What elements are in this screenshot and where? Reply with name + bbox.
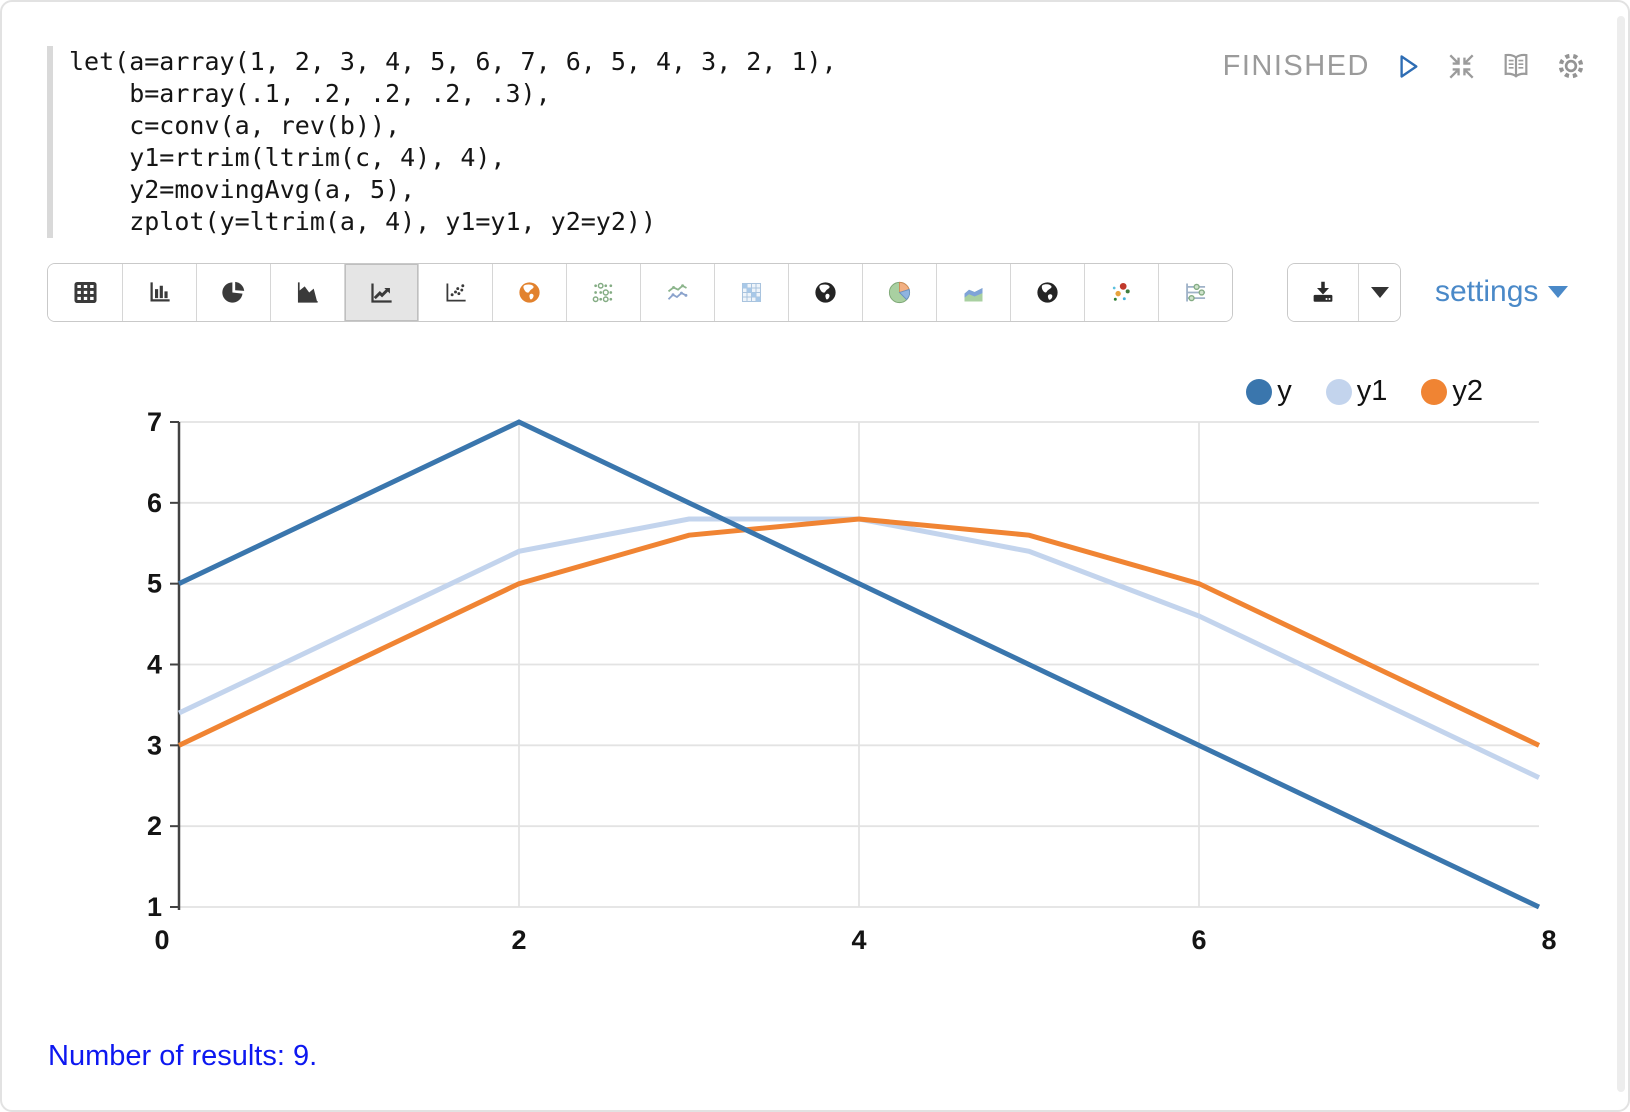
settings-gear-button[interactable] xyxy=(1554,49,1588,83)
open-book-icon xyxy=(1504,53,1528,78)
matrix-icon xyxy=(741,282,762,303)
legend-marker-y1 xyxy=(1325,378,1352,405)
bubble-scatter-button[interactable] xyxy=(1084,264,1158,321)
globe-orange-icon xyxy=(519,282,540,303)
vertical-scrollbar[interactable] xyxy=(1617,16,1625,1092)
svg-text:2: 2 xyxy=(147,811,162,841)
download-button[interactable] xyxy=(1288,264,1359,321)
line-chart-plot: 1 2 3 4 5 6 7 0 2 4 6 8 xyxy=(147,407,1557,955)
docs-button[interactable] xyxy=(1499,49,1533,83)
settings-label: settings xyxy=(1435,274,1539,308)
svg-text:1: 1 xyxy=(147,892,162,922)
table-icon xyxy=(73,282,97,303)
world-globe-icon xyxy=(1037,282,1058,303)
correlation-matrix-button[interactable] xyxy=(714,264,788,321)
legend-item-y[interactable]: y xyxy=(1246,375,1292,408)
svg-text:5: 5 xyxy=(147,569,162,599)
bubble-scatter-icon xyxy=(1112,282,1130,301)
collapse-arrows-icon xyxy=(1449,53,1474,79)
caret-down-icon xyxy=(1370,287,1389,298)
geo-map-orange-button[interactable] xyxy=(492,264,566,321)
code-text[interactable]: let(a=array(1, 2, 3, 4, 5, 6, 7, 6, 5, 4… xyxy=(69,47,837,236)
status-badge: FINISHED xyxy=(1222,49,1370,82)
bar-chart-icon xyxy=(150,282,170,302)
globe-dark-icon xyxy=(815,282,836,303)
svg-text:4: 4 xyxy=(147,650,162,680)
svg-text:2: 2 xyxy=(511,925,526,955)
play-icon xyxy=(1400,54,1418,78)
line-chart-icon xyxy=(371,283,392,303)
pie-chart-button[interactable] xyxy=(196,264,270,321)
legend-marker-y2 xyxy=(1421,378,1448,405)
world-map-button[interactable] xyxy=(1010,264,1084,321)
colored-pie-icon xyxy=(888,281,911,304)
status-row: FINISHED xyxy=(1223,46,1588,86)
stacked-area-button[interactable] xyxy=(936,264,1010,321)
settings-dropdown[interactable]: settings xyxy=(1435,263,1569,320)
run-button[interactable] xyxy=(1391,50,1424,83)
download-split-button xyxy=(1287,263,1401,322)
chart-type-toolbar xyxy=(47,263,1233,322)
code-gutter-bar xyxy=(47,46,53,238)
legend-label-y2: y2 xyxy=(1452,375,1483,407)
svg-text:6: 6 xyxy=(1191,925,1206,955)
timeline-sliders-button[interactable] xyxy=(1158,264,1232,321)
table-button[interactable] xyxy=(48,264,122,321)
svg-text:7: 7 xyxy=(147,407,162,437)
dot-grid-icon xyxy=(592,282,613,303)
code-editor[interactable]: let(a=array(1, 2, 3, 4, 5, 6, 7, 6, 5, 4… xyxy=(47,46,837,238)
svg-text:6: 6 xyxy=(147,488,162,518)
download-icon xyxy=(1313,281,1333,302)
legend-item-y2[interactable]: y2 xyxy=(1421,375,1483,408)
results-count-text: Number of results: 9. xyxy=(48,1040,318,1072)
area-chart-button[interactable] xyxy=(270,264,344,321)
line-chart-button[interactable] xyxy=(344,264,418,321)
legend-item-y1[interactable]: y1 xyxy=(1325,375,1388,408)
svg-text:4: 4 xyxy=(851,925,866,955)
pie-chart-icon xyxy=(222,281,245,303)
svg-text:0: 0 xyxy=(154,925,169,955)
multi-line-icon xyxy=(667,284,688,300)
dot-grid-button[interactable] xyxy=(566,264,640,321)
stacked-area-icon xyxy=(964,288,983,302)
globe-map-button[interactable] xyxy=(788,264,862,321)
sliders-icon xyxy=(1186,283,1206,302)
legend-marker-y xyxy=(1246,378,1273,405)
settings-caret-icon xyxy=(1548,285,1569,298)
bar-chart-button[interactable] xyxy=(122,264,196,321)
chart-legend: y y1 y2 xyxy=(1246,375,1483,408)
multi-series-line-button[interactable] xyxy=(640,264,714,321)
collapse-button[interactable] xyxy=(1445,50,1478,83)
scatter-plot-button[interactable] xyxy=(418,264,492,321)
svg-text:8: 8 xyxy=(1541,925,1556,955)
svg-text:3: 3 xyxy=(147,730,162,760)
gear-icon xyxy=(1558,53,1584,79)
area-chart-icon xyxy=(297,282,318,303)
colored-pie-button[interactable] xyxy=(862,264,936,321)
download-options-button[interactable] xyxy=(1359,264,1400,321)
legend-label-y: y xyxy=(1277,375,1292,407)
legend-label-y1: y1 xyxy=(1356,375,1388,407)
scatter-plot-icon xyxy=(446,283,466,302)
